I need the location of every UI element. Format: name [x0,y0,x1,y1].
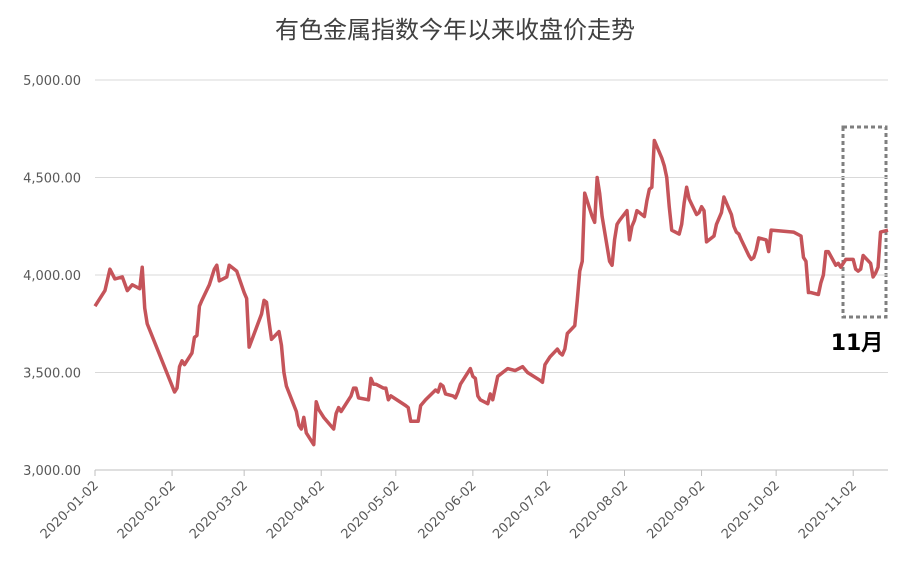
x-tick-label: 2020-11-02 [796,478,860,542]
x-tick-label: 2020-01-02 [38,478,102,542]
y-tick-label: 4,500.00 [23,172,81,187]
x-tick-label: 2020-09-02 [644,478,708,542]
annotation: 11月 [831,331,884,356]
x-tick-label: 2020-03-02 [187,478,251,542]
x-tick-label: 2020-05-02 [339,478,403,542]
x-tick-label: 2020-02-02 [115,478,179,542]
x-tick-label: 2020-04-02 [264,478,328,542]
x-tick-label: 2020-07-02 [490,478,554,542]
highlight-box [841,125,888,319]
chart-title: 有色金属指数今年以来收盘价走势 [275,16,635,44]
series-line [93,138,889,447]
x-tick-label: 2020-08-02 [567,478,631,542]
y-tick-label: 3,500.00 [23,367,81,382]
y-tick-label: 4,000.00 [23,269,81,284]
y-tick-label: 5,000.00 [23,74,81,89]
y-tick-label: 3,000.00 [23,464,81,479]
x-tick-label: 2020-10-02 [719,478,783,542]
x-tick-label: 2020-06-02 [416,478,480,542]
